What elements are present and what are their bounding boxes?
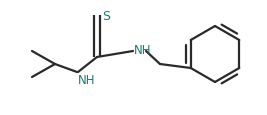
Text: NH: NH (134, 44, 151, 57)
Text: NH: NH (78, 73, 96, 86)
Text: S: S (102, 9, 110, 22)
